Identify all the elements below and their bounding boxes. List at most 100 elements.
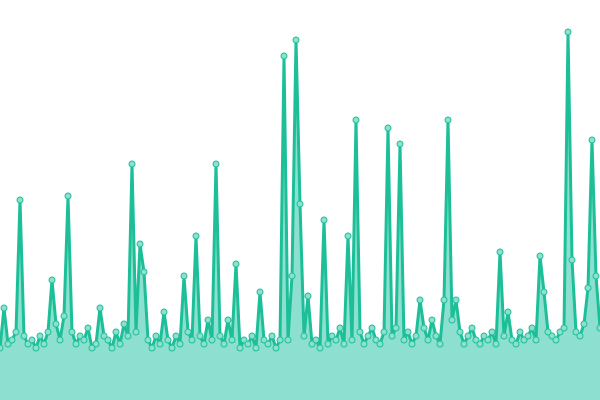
data-point — [596, 324, 600, 332]
data-point — [340, 340, 348, 348]
data-point — [156, 340, 164, 348]
data-point — [524, 332, 532, 340]
data-point — [448, 316, 456, 324]
data-point — [84, 324, 92, 332]
data-point — [472, 336, 480, 344]
data-point — [196, 332, 204, 340]
data-point — [120, 320, 128, 328]
data-point — [456, 328, 464, 336]
data-point — [468, 324, 476, 332]
data-point — [384, 124, 392, 132]
data-point — [72, 340, 80, 348]
data-point — [532, 336, 540, 344]
data-point — [260, 336, 268, 344]
data-point — [572, 328, 580, 336]
data-point — [544, 328, 552, 336]
data-point — [352, 116, 360, 124]
data-point — [32, 344, 40, 352]
data-point — [528, 324, 536, 332]
data-point — [548, 332, 556, 340]
data-point — [560, 324, 568, 332]
data-point — [496, 248, 504, 256]
data-point — [248, 332, 256, 340]
data-point — [256, 288, 264, 296]
data-point — [416, 296, 424, 304]
data-point — [564, 28, 572, 36]
data-point — [440, 296, 448, 304]
data-point — [492, 340, 500, 348]
data-point — [328, 332, 336, 340]
data-point — [312, 336, 320, 344]
data-point — [460, 340, 468, 348]
data-point — [364, 332, 372, 340]
data-point — [348, 336, 356, 344]
data-point — [188, 336, 196, 344]
data-point — [288, 272, 296, 280]
data-point — [148, 344, 156, 352]
data-point — [300, 332, 308, 340]
data-point — [388, 332, 396, 340]
data-point — [508, 336, 516, 344]
data-point — [240, 336, 248, 344]
data-point — [204, 316, 212, 324]
data-point — [452, 296, 460, 304]
data-point — [280, 52, 288, 60]
data-point — [64, 192, 72, 200]
data-point — [476, 340, 484, 348]
data-point — [176, 340, 184, 348]
data-point — [100, 332, 108, 340]
data-point — [576, 332, 584, 340]
data-point — [4, 340, 12, 348]
data-point — [516, 328, 524, 336]
data-point — [396, 140, 404, 148]
data-point — [464, 332, 472, 340]
data-point — [584, 284, 592, 292]
data-point — [192, 232, 200, 240]
data-point — [200, 340, 208, 348]
data-point — [132, 328, 140, 336]
data-point — [500, 332, 508, 340]
data-point — [404, 328, 412, 336]
data-point — [228, 336, 236, 344]
data-point — [208, 336, 216, 344]
data-point — [552, 336, 560, 344]
data-point — [360, 340, 368, 348]
data-point — [24, 340, 32, 348]
data-point — [152, 332, 160, 340]
data-point — [536, 252, 544, 260]
data-point — [124, 332, 132, 340]
data-point — [104, 336, 112, 344]
data-point — [52, 320, 60, 328]
data-point — [512, 340, 520, 348]
data-point — [12, 328, 20, 336]
data-point — [432, 332, 440, 340]
data-point — [284, 336, 292, 344]
data-point — [520, 336, 528, 344]
data-point — [172, 332, 180, 340]
data-point — [136, 240, 144, 248]
data-point — [232, 260, 240, 268]
data-point — [212, 160, 220, 168]
data-point — [540, 288, 548, 296]
data-point — [112, 328, 120, 336]
data-point — [128, 160, 136, 168]
data-point — [436, 340, 444, 348]
data-point — [80, 336, 88, 344]
data-point — [296, 200, 304, 208]
data-point — [420, 324, 428, 332]
data-point — [408, 340, 416, 348]
data-point — [92, 340, 100, 348]
data-point — [356, 328, 364, 336]
data-point — [412, 332, 420, 340]
data-point — [96, 304, 104, 312]
data-point — [180, 272, 188, 280]
data-point — [504, 308, 512, 316]
data-point — [164, 336, 172, 344]
data-point — [252, 344, 260, 352]
data-point — [320, 216, 328, 224]
data-point — [480, 332, 488, 340]
data-point — [316, 344, 324, 352]
data-point — [588, 136, 596, 144]
data-point — [116, 340, 124, 348]
